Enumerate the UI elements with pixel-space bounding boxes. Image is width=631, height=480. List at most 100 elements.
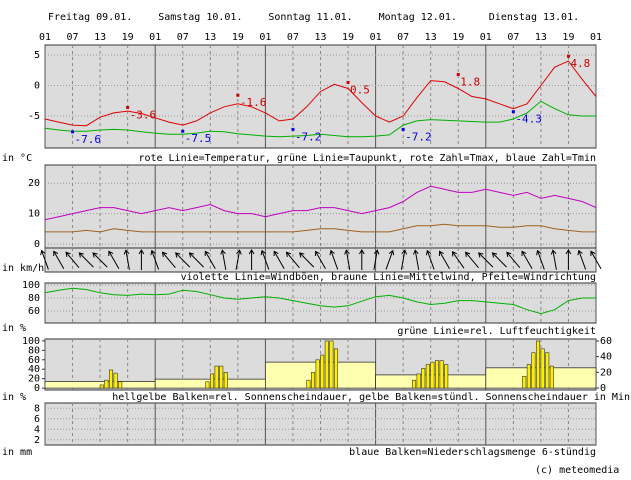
- wind-arrow: [175, 252, 191, 268]
- hourly-sunshine-bar: [526, 364, 531, 389]
- tmax-marker: [126, 105, 130, 109]
- x-tick-label: 07: [67, 32, 79, 43]
- y-tick-label: 4: [34, 424, 40, 435]
- x-tick-label: 19: [342, 32, 354, 43]
- tmax-marker: [456, 73, 460, 77]
- wind-arrow: [550, 249, 557, 270]
- wind-arrow: [220, 249, 227, 270]
- hourly-sunshine-bar: [108, 369, 114, 389]
- data-line: [45, 223, 596, 233]
- tmin-marker: [511, 110, 515, 114]
- x-tick-label: 01: [149, 32, 161, 43]
- y-tick-label: 40: [28, 364, 40, 375]
- hourly-sunshine-bar: [315, 359, 320, 389]
- y-tick-label: 0: [34, 239, 40, 250]
- x-tick-label: 13: [204, 32, 216, 43]
- wind-arrow: [385, 249, 395, 270]
- wind-arrow: [235, 249, 242, 270]
- wind-arrow: [53, 250, 65, 269]
- tmax-marker: [236, 93, 240, 97]
- y-tick-label: 20: [28, 374, 40, 385]
- day-label: Samstag 10.01.: [158, 12, 242, 23]
- hourly-sunshine-bar: [333, 348, 339, 389]
- unit-label: in %: [2, 392, 26, 403]
- wind-arrow: [451, 251, 465, 269]
- caption: hellgelbe Balken=rel. Sonnenscheindauer,…: [112, 392, 630, 403]
- wind-arrow: [536, 249, 545, 270]
- y-tick-label: 8: [34, 403, 40, 414]
- tmin-marker: [71, 130, 75, 134]
- y-tick-label: 20: [28, 178, 40, 189]
- hourly-sunshine-bar: [118, 381, 123, 389]
- wind-arrow: [138, 249, 145, 270]
- wind-arrow: [400, 249, 408, 270]
- y-tick-label: 5: [34, 50, 40, 61]
- hourly-sunshine-bar: [416, 373, 421, 389]
- unit-label: in °C: [2, 153, 32, 164]
- hourly-sunshine-bar: [320, 354, 325, 389]
- x-tick-label: 07: [507, 32, 519, 43]
- wind-arrow: [188, 252, 204, 268]
- tmax-label: 0.5: [350, 83, 370, 96]
- hourly-sunshine-bar: [444, 364, 449, 389]
- y2-tick-label: 20: [600, 367, 612, 378]
- x-tick-label: 19: [232, 32, 244, 43]
- hourly-sunshine-bar: [439, 360, 444, 389]
- wind-arrow: [161, 251, 176, 269]
- hourly-sunshine-bar: [99, 384, 104, 389]
- y-tick-label: 0: [34, 383, 40, 394]
- unit-label: in km/h: [2, 263, 44, 274]
- tmax-label: 1.8: [460, 76, 480, 89]
- tmax-label: -3.6: [130, 108, 157, 121]
- wind-arrow: [438, 250, 450, 269]
- tmin-marker: [181, 129, 185, 133]
- day-label: Sonntag 11.01.: [268, 12, 352, 23]
- day-label: Dienstag 13.01.: [489, 12, 579, 23]
- wind-arrow: [150, 249, 160, 270]
- hourly-sunshine-bar: [324, 340, 329, 389]
- hourly-sunshine-bar: [205, 381, 210, 389]
- wind-arrow: [314, 250, 326, 269]
- wind-arrow: [92, 252, 108, 268]
- day-label: Freitag 09.01.: [48, 12, 132, 23]
- y-tick-label: 80: [28, 345, 40, 356]
- data-line: [44, 100, 596, 138]
- wind-arrow: [329, 249, 339, 270]
- hourly-sunshine-bar: [104, 379, 109, 389]
- tmin-label: -7.6: [75, 133, 102, 146]
- caption: violette Linie=Windböen, braune Linie=Mi…: [181, 272, 596, 283]
- x-tick-label: 19: [452, 32, 464, 43]
- x-tick-label: 01: [39, 32, 51, 43]
- y-tick-label: 100: [22, 280, 40, 291]
- x-tick-label: 07: [397, 32, 409, 43]
- y-tick-label: 6: [34, 414, 40, 425]
- hourly-sunshine-bar: [540, 348, 545, 389]
- unit-label: in %: [2, 323, 26, 334]
- wind-arrow: [40, 249, 49, 270]
- tmax-label: 4.8: [570, 57, 590, 70]
- hourly-sunshine-bar: [430, 361, 435, 389]
- hourly-sunshine-bar: [311, 372, 316, 389]
- day-label: Montag 12.01.: [379, 12, 457, 23]
- x-tick-label: 19: [122, 32, 134, 43]
- tmin-marker: [291, 127, 295, 131]
- y-tick-label: 60: [28, 306, 40, 317]
- y2-tick-label: 40: [600, 352, 612, 363]
- wind-arrow: [491, 252, 507, 268]
- data-line: [44, 185, 597, 221]
- wind-arrow: [123, 249, 130, 270]
- x-tick-label: 01: [590, 32, 602, 43]
- hourly-sunshine-bar: [522, 375, 527, 389]
- y-tick-label: -5: [28, 111, 40, 122]
- wind-arrow: [506, 251, 521, 269]
- y2-tick-label: 0: [600, 383, 606, 394]
- caption: rote Linie=Temperatur, grüne Linie=Taupu…: [138, 153, 596, 164]
- hourly-sunshine-bar: [214, 365, 219, 389]
- x-tick-label: 01: [480, 32, 492, 43]
- hourly-sunshine-bar: [113, 372, 118, 389]
- y-tick-label: 10: [28, 209, 40, 220]
- wind-arrow: [590, 250, 602, 269]
- tmax-marker: [566, 54, 570, 58]
- x-tick-label: 19: [562, 32, 574, 43]
- wind-arrow: [285, 251, 300, 269]
